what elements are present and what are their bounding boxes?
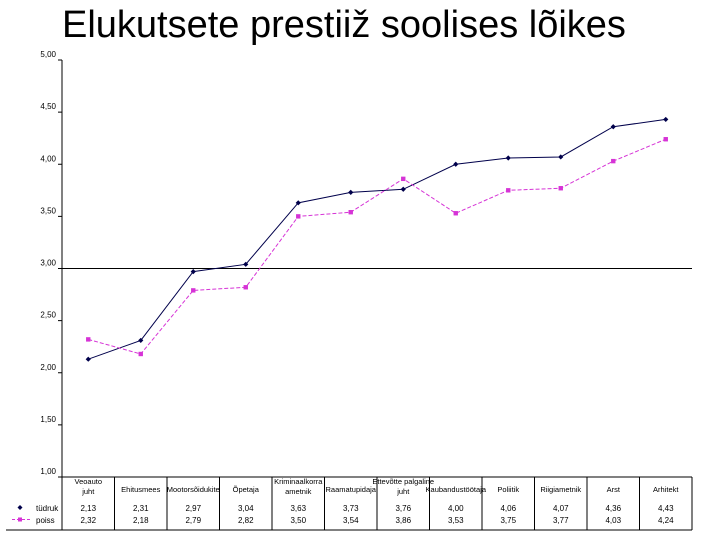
data-point-tüdruk <box>138 337 144 344</box>
data-point-poiss <box>138 351 143 357</box>
data-table-value: 2,32 <box>80 516 96 525</box>
legend-label: tüdruk <box>36 504 59 513</box>
category-label: Kriminaalkorra ametnik <box>274 477 323 496</box>
category-label: Õpetaja <box>233 485 260 494</box>
data-table-value: 4,03 <box>605 516 621 525</box>
category-label: Poliitik <box>497 485 519 494</box>
data-table-value: 3,75 <box>500 516 516 525</box>
data-point-tüdruk <box>400 186 406 192</box>
data-point-tüdruk <box>610 124 616 130</box>
legend-marker-poiss <box>18 517 22 522</box>
data-table-value: 3,04 <box>238 504 254 513</box>
y-tick-label: 3,50 <box>40 206 56 215</box>
data-table-value: 2,79 <box>185 516 201 525</box>
data-point-poiss <box>243 285 248 290</box>
y-tick-label: 4,00 <box>40 154 56 163</box>
category-label: Raamatupidaja <box>326 485 377 494</box>
category-label: Ehitusmees <box>121 485 160 494</box>
category-label: Ettevõtte palgaline juht <box>372 477 434 496</box>
series-line-poiss <box>88 138 666 355</box>
data-point-tüdruk <box>190 269 196 275</box>
legend-marker-tüdruk <box>17 505 23 510</box>
data-table-value: 2,97 <box>185 504 201 513</box>
data-point-poiss <box>348 210 353 215</box>
y-tick-label: 1,00 <box>40 467 56 476</box>
data-table-value: 4,07 <box>553 504 569 513</box>
legend-label: poiss <box>36 516 55 525</box>
y-tick-label: 2,50 <box>40 311 56 320</box>
category-label: Arst <box>607 485 621 494</box>
data-point-tüdruk <box>85 356 91 362</box>
data-table-value: 3,86 <box>395 516 411 525</box>
data-point-tüdruk <box>453 161 459 167</box>
data-point-tüdruk <box>348 189 354 195</box>
category-label: Riigiametnik <box>540 485 581 494</box>
chart-title: Elukutsete prestiiž soolises lõikes <box>62 4 626 46</box>
data-table-value: 3,63 <box>290 504 306 513</box>
data-table-value: 3,77 <box>553 516 569 525</box>
data-point-poiss <box>611 158 616 164</box>
data-table-value: 4,43 <box>658 504 674 513</box>
data-point-poiss <box>506 188 511 193</box>
data-table-value: 2,13 <box>80 504 96 513</box>
y-tick-label: 3,00 <box>40 259 56 268</box>
y-tick-label: 1,50 <box>40 415 56 424</box>
data-table-value: 4,00 <box>448 504 464 513</box>
data-point-tüdruk <box>295 200 301 206</box>
data-point-poiss <box>558 186 563 191</box>
data-point-tüdruk <box>558 154 564 160</box>
data-table-value: 4,36 <box>605 504 621 513</box>
data-point-poiss <box>191 288 196 293</box>
y-tick-label: 4,50 <box>40 102 56 111</box>
data-table-value: 3,73 <box>343 504 359 513</box>
data-table-value: 2,18 <box>133 516 149 525</box>
data-table-value: 2,31 <box>133 504 149 513</box>
data-point-poiss <box>453 211 458 216</box>
data-point-poiss <box>86 337 91 342</box>
y-tick-label: 5,00 <box>40 50 56 59</box>
data-table-value: 3,53 <box>448 516 464 525</box>
data-point-poiss <box>296 214 301 219</box>
category-label: Kaubandustöötaja <box>426 485 487 494</box>
data-table-value: 3,50 <box>290 516 306 525</box>
data-point-tüdruk <box>243 261 249 267</box>
data-point-poiss <box>663 137 668 142</box>
category-label: Arhitekt <box>653 485 679 494</box>
data-table-value: 4,06 <box>500 504 516 513</box>
y-tick-label: 2,00 <box>40 363 56 372</box>
data-table-value: 4,24 <box>658 516 674 525</box>
category-label: Mootorsõidukite <box>167 485 220 494</box>
category-label: Veoauto juht <box>74 477 102 496</box>
data-table-value: 3,76 <box>395 504 411 513</box>
data-point-tüdruk <box>505 155 511 161</box>
data-point-tüdruk <box>663 116 669 123</box>
data-point-poiss <box>401 176 406 182</box>
data-table-value: 3,54 <box>343 516 359 525</box>
series-line-tüdruk <box>88 118 666 360</box>
data-table-value: 2,82 <box>238 516 254 525</box>
